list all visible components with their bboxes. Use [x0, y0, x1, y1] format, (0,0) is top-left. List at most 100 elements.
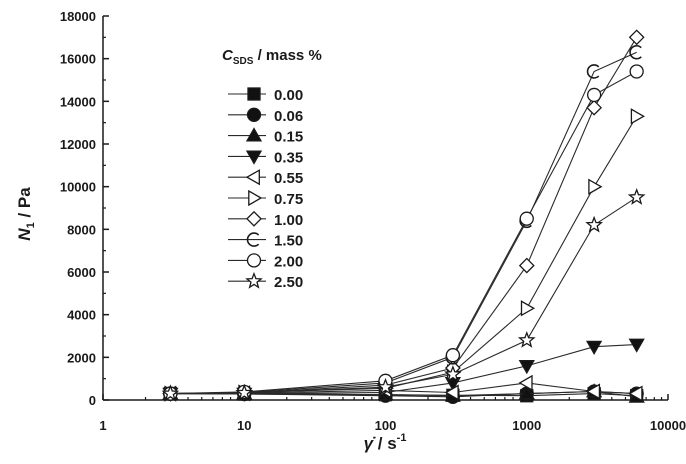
legend-item: 0.75: [228, 189, 303, 208]
y-tick-label: 0: [89, 393, 96, 408]
legend-label: 2.50: [274, 274, 303, 291]
y-tick-label: 16000: [60, 52, 96, 67]
data-point: [518, 359, 535, 375]
series-group: [161, 29, 646, 404]
legend-item: 1.50: [228, 232, 303, 250]
data-point: [629, 45, 642, 60]
legend-item: 0.06: [228, 107, 303, 125]
data-point: [520, 300, 536, 317]
series-line: [170, 51, 637, 395]
series-1.00: [162, 29, 645, 402]
data-point: [445, 348, 461, 363]
legend-label: 2.00: [274, 253, 303, 270]
legend-label: 0.00: [274, 87, 303, 104]
data-point: [585, 340, 603, 356]
series-line: [170, 116, 638, 395]
data-point: [518, 257, 535, 274]
legend-label: 1.50: [274, 233, 303, 250]
legend-label: 0.06: [274, 108, 303, 125]
y-tick-label: 10000: [60, 180, 96, 195]
data-point: [586, 99, 603, 116]
x-tick-label: 1: [99, 418, 106, 433]
data-point: [628, 338, 645, 353]
legend-label: 0.35: [274, 149, 303, 166]
legend-item: 0.15: [228, 127, 303, 146]
data-point: [518, 385, 535, 400]
legend-marker: [246, 232, 260, 247]
legend-title: CSDS / mass %: [222, 47, 322, 67]
y-tick-label: 14000: [60, 94, 96, 109]
legend-label: 1.00: [274, 212, 303, 229]
y-tick-label: 6000: [67, 265, 96, 280]
y-axis-title-main: N: [15, 228, 34, 241]
y-tick-label: 8000: [67, 222, 96, 237]
legend-marker: [248, 189, 263, 207]
legend-marker: [246, 210, 262, 227]
data-point: [628, 385, 643, 402]
data-point: [235, 383, 254, 401]
legend-label: 0.55: [274, 170, 303, 187]
x-tick-label: 100: [375, 418, 397, 433]
x-tick-label: 10000: [650, 418, 686, 433]
y-axis-title: N1 / Pa: [15, 187, 37, 241]
data-point: [519, 211, 534, 226]
y-axis-title-rest: / Pa: [15, 187, 34, 223]
data-point: [444, 365, 462, 382]
data-point: [161, 384, 180, 402]
data-point: [585, 383, 601, 400]
legend-title-sub: SDS: [233, 56, 254, 67]
data-point: [586, 64, 600, 79]
y-tick-label: 4000: [67, 308, 96, 323]
series-0.55: [162, 374, 643, 402]
data-point: [629, 64, 644, 79]
x-tick-label: 10: [237, 418, 251, 433]
series-1.50: [163, 45, 642, 401]
legend-item: 1.00: [228, 210, 303, 229]
legend-marker: [245, 169, 260, 186]
series-line: [170, 196, 638, 395]
x-axis-title-sup: -1: [397, 432, 407, 444]
legend-item: 0.35: [228, 149, 303, 166]
legend-item: 0.55: [228, 169, 303, 187]
series-line: [170, 71, 637, 395]
data-point: [517, 330, 536, 348]
y-tick-label: 2000: [67, 350, 96, 365]
legend-label: 0.75: [274, 191, 303, 208]
data-point: [518, 374, 533, 392]
legend-title-main: C: [222, 47, 234, 64]
y-tick-label: 18000: [60, 9, 96, 24]
legend-label: 0.15: [274, 129, 303, 146]
plot-frame: [102, 16, 668, 401]
data-point: [588, 178, 603, 195]
x-axis-title: γ̇ / s-1: [364, 432, 407, 453]
data-point: [630, 108, 646, 125]
data-point: [444, 384, 459, 401]
legend-marker: [246, 107, 262, 122]
legend-marker: [245, 271, 263, 289]
data-point: [627, 187, 646, 205]
data-point: [586, 87, 602, 103]
data-point: [628, 29, 645, 46]
legend-marker: [245, 127, 263, 142]
legend: CSDS / mass % 0.00 0.06 0.15 0.35 0.55 0.75 1.…: [222, 47, 322, 291]
legend-marker: [245, 150, 263, 165]
data-point: [376, 377, 395, 395]
legend-item: 0.00: [228, 87, 303, 104]
y-axis-title-sub: 1: [25, 222, 37, 228]
legend-title-rest: / mass %: [253, 47, 321, 64]
series-0.75: [164, 108, 646, 402]
series-line: [170, 37, 638, 395]
legend-marker: [247, 87, 261, 101]
legend-marker: [246, 253, 262, 268]
legend-item: 2.50: [228, 271, 303, 291]
series-2.50: [161, 187, 646, 402]
x-axis-title-main: γ̇: [364, 434, 376, 453]
y-tick-label: 12000: [60, 137, 96, 152]
x-axis-title-sep: / s: [373, 434, 397, 453]
x-tick-label: 1000: [512, 418, 541, 433]
legend-items: 0.00 0.06 0.15 0.35 0.55 0.75 1.00 1.50 2.00 2.50: [228, 87, 303, 291]
legend-item: 2.00: [228, 253, 303, 270]
data-point: [585, 215, 604, 233]
ticks: 1 10 100 1000 10000 0 2000 4000 6000 8000 10000 120…: [60, 9, 686, 433]
